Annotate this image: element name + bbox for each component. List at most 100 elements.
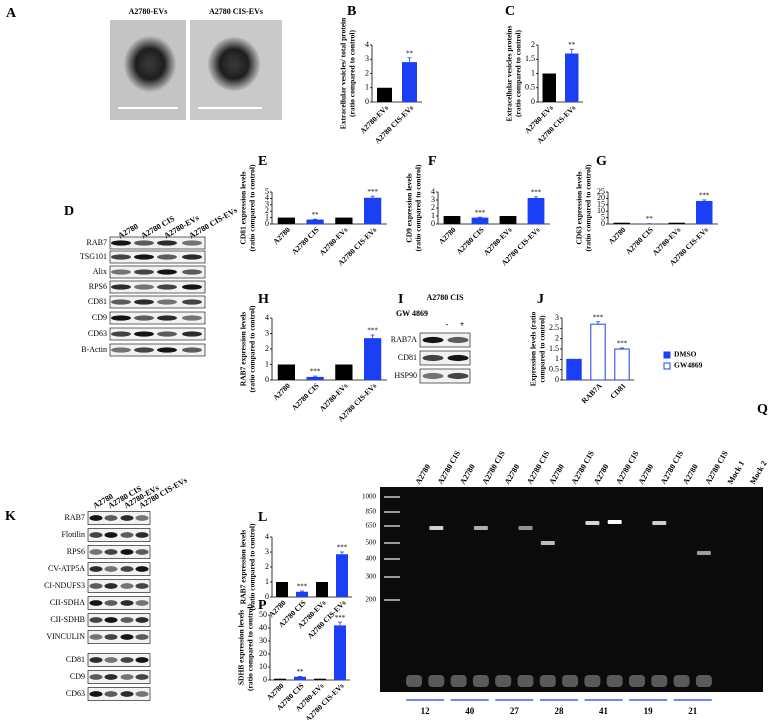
panel-label: C — [505, 4, 515, 19]
significance: *** — [699, 192, 710, 200]
pcr-band — [652, 521, 667, 525]
y-axis-label: Expression levels (ratio — [529, 312, 538, 387]
bar — [314, 678, 326, 680]
y-tick-label: 20 — [597, 193, 605, 202]
y-tick-label: 4 — [365, 40, 369, 49]
blot-band — [120, 691, 134, 697]
ladder-label: 200 — [366, 596, 377, 604]
blot-band — [120, 600, 134, 606]
blot-band — [120, 515, 134, 521]
x-tick-label: A2780 — [437, 225, 458, 246]
blot-band — [135, 515, 149, 521]
ladder-band — [384, 542, 400, 544]
bar — [471, 217, 489, 224]
blot-band — [111, 331, 131, 337]
panel-label: J — [537, 292, 544, 307]
x-tick-label: RAB7A — [580, 381, 604, 405]
blot-band — [111, 315, 131, 321]
blot-row-label: VINCULIN — [46, 632, 85, 641]
y-tick-label: 0 — [265, 375, 269, 384]
blot-strip — [419, 332, 471, 348]
blot-row-label: TSG101 — [80, 252, 107, 261]
y-tick-label: 3 — [555, 313, 559, 322]
primer-band — [517, 675, 534, 687]
blot-band — [104, 583, 118, 589]
bar — [565, 53, 579, 102]
lane-label: A2780 — [503, 463, 522, 486]
blot-band — [182, 284, 202, 290]
y-axis-label: (ratio compared to control) — [414, 164, 423, 251]
blot-row-label: CD9 — [92, 313, 107, 322]
blot-band — [182, 254, 202, 260]
y-axis-label: (ratio compared to control) — [248, 305, 257, 392]
y-tick-label: 50 — [259, 610, 267, 619]
x-tick-label: CD81 — [608, 381, 628, 401]
blot-band — [134, 347, 154, 353]
y-tick-label: 2 — [431, 203, 435, 212]
x-tick-label: A2780 — [607, 225, 628, 246]
sample-label: 28 — [554, 706, 564, 716]
bar — [277, 217, 295, 224]
blot-band — [157, 299, 177, 305]
blot-band — [89, 515, 103, 521]
y-axis-label: Extracellular vesicles/ total protein — [339, 17, 348, 129]
y-tick-label: 3 — [265, 200, 269, 209]
blot-row-label: Flotilin — [61, 530, 85, 539]
bar — [336, 554, 348, 597]
y-tick-label: 30 — [259, 636, 267, 645]
y-tick-label: 0 — [265, 219, 269, 228]
y-tick-label: 0 — [265, 592, 269, 601]
y-tick-label: 1 — [555, 354, 559, 363]
blot-band — [135, 617, 149, 623]
blot-row-label: CII-SDHB — [50, 615, 85, 624]
ladder-band — [384, 525, 400, 527]
primer-band — [472, 675, 489, 687]
blot-band — [89, 674, 103, 680]
bar — [614, 348, 630, 381]
significance: *** — [310, 368, 321, 376]
primer-band — [606, 675, 623, 687]
primer-band — [495, 675, 512, 687]
blot-row-label: CI-NDUFS3 — [44, 581, 85, 590]
y-axis-label: Extracellular vesicles proteins — [505, 25, 514, 121]
blot-band — [104, 657, 118, 663]
legend-label: GW4869 — [674, 361, 703, 370]
blot-band — [89, 600, 103, 606]
image-caption: A2780-EVs — [129, 7, 168, 16]
blot-band — [89, 532, 103, 538]
blot-band — [89, 583, 103, 589]
y-tick-label: 5 — [601, 212, 605, 221]
condition-label: - — [446, 320, 449, 329]
y-tick-label: 0 — [365, 97, 369, 106]
pcr-band — [473, 526, 488, 530]
blot-band — [104, 674, 118, 680]
blot-row-label: CV-ATP5A — [48, 564, 85, 573]
y-tick-label: 0.5 — [549, 364, 559, 373]
bar — [306, 376, 324, 380]
significance: ** — [646, 215, 654, 223]
y-tick-label: 4 — [265, 193, 269, 202]
y-axis-label: compared to control) — [538, 315, 547, 383]
y-tick-label: 4 — [431, 187, 435, 196]
blot-strip — [87, 596, 151, 610]
y-tick-label: 1 — [365, 83, 369, 92]
y-tick-label: 0 — [431, 219, 435, 228]
panel-label: G — [596, 154, 607, 169]
y-tick-label: 3 — [431, 195, 435, 204]
y-tick-label: 25 — [597, 187, 605, 196]
blot-band — [422, 354, 444, 362]
bar — [316, 582, 328, 597]
ladder-label: 500 — [366, 539, 377, 547]
blot-row-label: RAB7A — [391, 335, 417, 344]
blot-band — [104, 566, 118, 572]
blot-band — [104, 617, 118, 623]
y-tick-label: 20 — [259, 649, 267, 658]
x-tick-label: A2780 CIS — [290, 225, 321, 256]
blot-band — [182, 331, 202, 337]
y-tick-label: 2 — [265, 344, 269, 353]
primer-band — [406, 675, 422, 687]
blot-band — [120, 583, 134, 589]
blot-strip — [87, 613, 151, 627]
blot-row-label: CD63 — [66, 689, 85, 698]
blot-band — [104, 600, 118, 606]
